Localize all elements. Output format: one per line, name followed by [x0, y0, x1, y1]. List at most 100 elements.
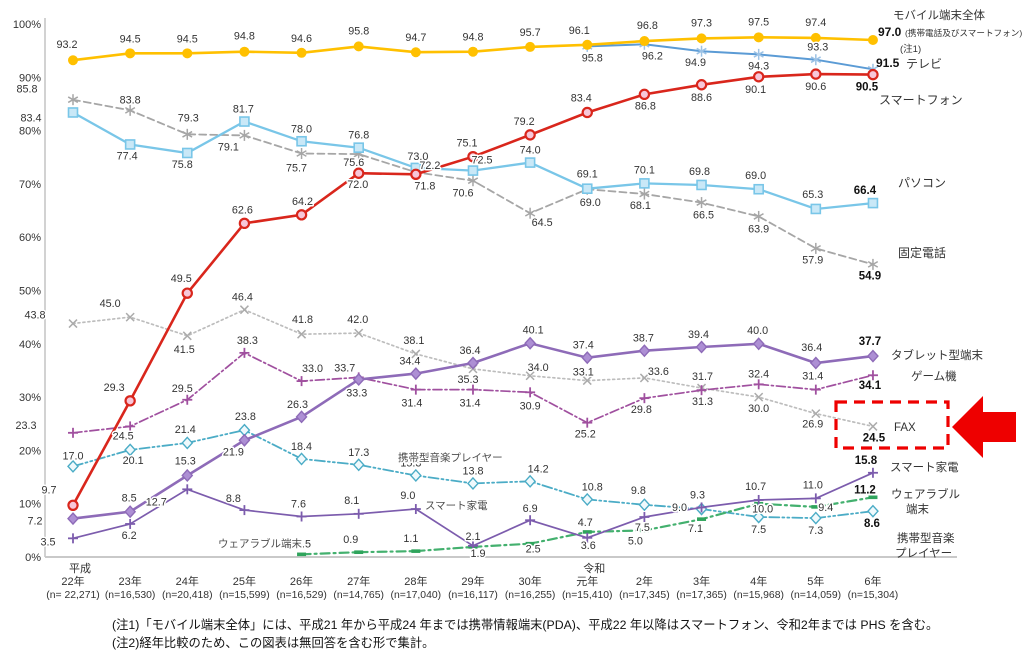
- marker-asterisk: [239, 131, 250, 139]
- footnotes: (注1)「モバイル端末全体」には、平成21 年から平成24 年までは携帯情報端末…: [112, 616, 1012, 653]
- data-label-smart_appliance: 10.7: [745, 481, 766, 493]
- x-tick-label: 6年: [864, 574, 881, 588]
- data-label-mobile: 93.2: [56, 39, 77, 51]
- data-label-wearable: 11.2: [854, 484, 876, 496]
- data-label-mobile: 94.8: [234, 31, 255, 43]
- data-label-tablet: 26.3: [287, 399, 308, 411]
- marker-diamond: [124, 505, 137, 519]
- marker-diamond: [524, 336, 537, 350]
- data-label-tablet: 36.4: [801, 342, 822, 354]
- data-label-pc: 69.1: [577, 169, 598, 181]
- marker-x: [868, 421, 878, 431]
- data-label-smartphone: 9.7: [41, 484, 56, 496]
- marker-square: [181, 147, 193, 159]
- data-label-pc: 77.4: [117, 150, 138, 162]
- y-tick-label: 30%: [19, 392, 41, 404]
- data-label-music: 13.8: [462, 465, 483, 477]
- marker-x: [525, 371, 535, 381]
- data-label-music: 15.3: [400, 457, 421, 469]
- data-label-smartphone: 72.0: [347, 179, 368, 191]
- data-label-fax: 33.1: [573, 367, 594, 379]
- x-tick-label: 24年: [176, 574, 199, 588]
- data-label-tablet: 37.4: [573, 340, 594, 352]
- marker-diamond: [67, 459, 79, 473]
- marker-diamond: [352, 458, 365, 472]
- legend-wearable-2: 端末: [906, 502, 929, 516]
- x-era-label: 平成: [69, 562, 91, 575]
- marker-diamond: [467, 356, 479, 370]
- data-label-tablet: 15.3: [175, 455, 196, 467]
- y-tick-label: 0%: [25, 552, 41, 564]
- data-label-mobile: 97.5: [748, 16, 769, 28]
- series-labels-smartphone: 9.7 29.3 49.5 62.6 64.2 72.0 71.8 75.1 79.2 83.4 8…: [40, 80, 880, 498]
- marker-x: [68, 319, 78, 329]
- marker-x: [639, 373, 649, 383]
- data-label-tv: 93.3: [807, 42, 828, 54]
- data-label-game: 29.8: [631, 404, 652, 416]
- data-label-tv: 94.9: [685, 57, 706, 69]
- data-label-game: 29.5: [172, 383, 193, 395]
- marker-asterisk: [124, 106, 136, 114]
- legend-game-console: ゲーム機: [911, 369, 957, 383]
- data-label-mobile: 94.5: [177, 33, 198, 45]
- marker-diamond: [67, 512, 79, 526]
- marker-circle: [524, 129, 536, 141]
- marker-dot: [68, 55, 78, 66]
- marker-dot: [867, 34, 878, 45]
- marker-x: [125, 312, 135, 322]
- legend-music-player-2: プレイヤー: [895, 547, 952, 560]
- data-label-game: 31.4: [459, 398, 480, 410]
- x-sample-size-label: (n=14,765): [333, 590, 384, 601]
- data-label-pc: 66.4: [854, 185, 877, 197]
- right-labels: モバイル端末全体 97.0 (携帯電話及びスマートフォン) (注1)91.5 テレビスマ…: [876, 8, 1022, 560]
- data-label-fax: 24.5: [863, 432, 886, 444]
- data-label-fax: 31.7: [692, 371, 713, 383]
- marker-dash: [697, 517, 707, 521]
- data-label-game: 25.2: [575, 429, 596, 441]
- x-sample-size-label: (n=15,599): [219, 590, 270, 601]
- marker-square: [639, 178, 650, 189]
- data-label-wearable: 0.9: [343, 534, 358, 546]
- data-label-music: 7.5: [751, 524, 766, 536]
- data-label-tablet: 37.7: [859, 336, 881, 348]
- marker-circle: [467, 151, 479, 163]
- data-label-mobile: 94.8: [462, 32, 483, 44]
- data-label-pc: 74.0: [520, 145, 541, 157]
- data-label-game: 32.4: [748, 368, 769, 380]
- data-label-music: 17.0: [62, 450, 83, 462]
- data-label-wearable: 1.1: [403, 533, 418, 545]
- marker-diamond: [638, 498, 651, 512]
- marker-diamond: [752, 510, 765, 524]
- marker-asterisk: [753, 50, 764, 58]
- data-label-pc: 83.4: [20, 112, 41, 124]
- marker-circle: [638, 88, 651, 101]
- marker-square: [524, 157, 536, 168]
- data-label-wearable: 0.5: [296, 538, 311, 550]
- marker-dash: [525, 541, 535, 546]
- data-label-tv: 95.8: [582, 52, 603, 64]
- data-label-smartphone: 71.8: [414, 180, 435, 192]
- data-label-smart_appliance: 6.9: [523, 503, 538, 515]
- series-landline: [67, 94, 879, 270]
- legend-tv: テレビ: [906, 57, 942, 71]
- marker-diamond: [695, 340, 708, 354]
- x-sample-size-label: (n=20,418): [162, 590, 213, 601]
- marker-dash: [354, 550, 364, 555]
- footnote-1: (注1)「モバイル端末全体」には、平成21 年から平成24 年までは携帯情報端末…: [112, 618, 939, 632]
- series-mobile: [68, 32, 878, 66]
- marker-square: [353, 142, 365, 153]
- y-tick-label: 10%: [19, 499, 41, 511]
- marker-diamond: [809, 511, 822, 525]
- data-label-smart_appliance: 8.1: [344, 495, 359, 507]
- x-sample-size-label: (n=16,529): [276, 590, 327, 601]
- legend-pc: パソコン: [898, 176, 946, 190]
- data-label-smartphone: 83.4: [571, 92, 592, 104]
- data-label-game: 34.1: [859, 380, 882, 392]
- marker-x: [182, 331, 192, 341]
- data-label-smart_appliance: 8.8: [226, 493, 241, 505]
- marker-x: [297, 329, 307, 339]
- data-label-smart_appliance: 15.8: [855, 455, 878, 467]
- marker-asterisk: [753, 213, 764, 220]
